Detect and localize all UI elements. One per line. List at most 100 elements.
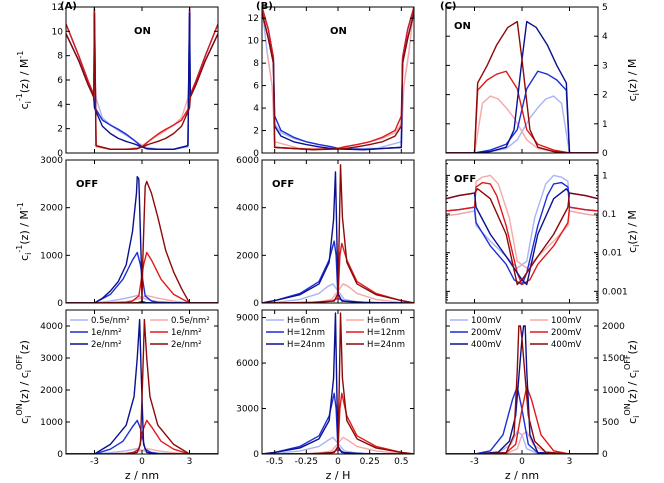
series-group bbox=[66, 175, 218, 303]
y-tick-label: 5 bbox=[602, 3, 608, 13]
y-tick-label: 8 bbox=[253, 59, 259, 69]
panel-label: (C) bbox=[440, 1, 456, 12]
legend-label: 100mV bbox=[551, 316, 582, 326]
y-axis-title: ciON(z) / ciOFF(z) bbox=[623, 340, 641, 424]
y-tick-label: 0 bbox=[57, 299, 63, 309]
y-tick-label: 4 bbox=[602, 32, 608, 42]
legend-label: 200mV bbox=[471, 328, 502, 338]
legend-label: 2e/nm² bbox=[91, 340, 122, 350]
panel-label: (A) bbox=[60, 1, 77, 12]
annotation: OFF bbox=[76, 179, 98, 190]
y-tick-label: 0 bbox=[602, 450, 608, 460]
x-tick-label: -3 bbox=[470, 457, 479, 467]
y-tick-label: 1 bbox=[602, 171, 608, 181]
series-line-blue-light bbox=[446, 95, 598, 153]
series-line-red-dark bbox=[262, 12, 414, 151]
x-axis-title: z / nm bbox=[125, 469, 159, 482]
legend-label: 0.5e/nm² bbox=[91, 316, 130, 326]
y-tick-label: 10 bbox=[248, 37, 260, 47]
y-tick-label: 0 bbox=[253, 450, 259, 460]
x-tick-label: -0.5 bbox=[266, 457, 284, 467]
series-line-red-mid bbox=[66, 419, 218, 454]
y-tick-label: 2000 bbox=[602, 322, 625, 332]
y-tick-label: 4 bbox=[253, 104, 259, 114]
panel-a-off: 0 1000 2000 3000 OFF ci-1(z) / M-1 bbox=[15, 156, 219, 309]
annotation: ON bbox=[134, 26, 151, 37]
series-line-red-light bbox=[446, 95, 598, 153]
legend: 100mV 200mV 400mV 100mV 200mV 400mV bbox=[450, 316, 582, 350]
y-tick-label: 3000 bbox=[40, 354, 63, 364]
series-line-red-mid bbox=[446, 386, 598, 454]
y-axis-title: ciON(z) / ciOFF(z) bbox=[15, 340, 33, 424]
y-tick-label: 0.001 bbox=[602, 287, 628, 297]
y-tick-label: 3 bbox=[602, 61, 608, 71]
y-tick-label: 6 bbox=[253, 82, 259, 92]
y-tick-label: 1 bbox=[602, 120, 608, 130]
legend: H=6nm H=12nm H=24nm H=6nm H=12nm H=24nm bbox=[266, 316, 405, 350]
series-group bbox=[446, 325, 598, 454]
annotation: ON bbox=[330, 26, 347, 37]
series-line-blue-dark bbox=[446, 20, 598, 153]
legend-label: 200mV bbox=[551, 328, 582, 338]
series-line-blue-dark bbox=[446, 325, 598, 454]
x-tick-label: 3 bbox=[187, 457, 193, 467]
series-group bbox=[66, 7, 218, 151]
series-line-red-dark bbox=[66, 180, 218, 303]
legend-label: 400mV bbox=[471, 340, 502, 350]
y-axis-title: ci(z) / M bbox=[626, 59, 641, 102]
y-tick-label: 8 bbox=[57, 52, 63, 62]
series-group bbox=[446, 174, 598, 286]
legend-label: H=12nm bbox=[367, 328, 405, 338]
series-line-red-dark bbox=[446, 20, 598, 153]
legend-label: H=24nm bbox=[367, 340, 405, 350]
y-tick-label: 2 bbox=[253, 127, 259, 137]
series-line-red-dark bbox=[66, 12, 218, 151]
y-tick-label: 0 bbox=[602, 149, 608, 159]
legend-label: 1e/nm² bbox=[91, 328, 122, 338]
x-tick-label: 3 bbox=[567, 457, 573, 467]
x-tick-label: -0.25 bbox=[295, 457, 318, 467]
y-tick-label: 4000 bbox=[236, 204, 259, 214]
panel-b-off: 0 2000 4000 6000 OFF bbox=[236, 156, 415, 309]
y-axis-title: ci-1(z) / M-1 bbox=[15, 51, 33, 110]
legend-label: H=6nm bbox=[287, 316, 320, 326]
annotation: ON bbox=[454, 21, 471, 32]
legend-label: H=24nm bbox=[287, 340, 325, 350]
legend-label: H=12nm bbox=[287, 328, 325, 338]
panel-label: (B) bbox=[256, 1, 273, 12]
y-tick-label: 12 bbox=[52, 3, 63, 13]
series-line-red-mid bbox=[446, 181, 598, 286]
y-tick-label: 0.01 bbox=[602, 249, 622, 259]
y-tick-label: 3000 bbox=[40, 156, 63, 166]
series-line-red-dark bbox=[446, 325, 598, 454]
y-tick-label: 2000 bbox=[40, 204, 63, 214]
legend-label: 2e/nm² bbox=[171, 340, 202, 350]
x-tick-label: 0 bbox=[139, 457, 145, 467]
y-tick-label: 500 bbox=[602, 418, 619, 428]
y-axis-title: ci(z) / M bbox=[626, 210, 641, 253]
y-tick-label: 12 bbox=[248, 14, 259, 24]
y-tick-label: 6000 bbox=[236, 156, 259, 166]
y-tick-label: 4 bbox=[57, 100, 63, 110]
y-tick-label: 1000 bbox=[40, 418, 63, 428]
panel-c-on: 0 1 2 3 4 5 (C) ON ci(z) / M bbox=[440, 1, 641, 159]
x-tick-label: 0.5 bbox=[394, 457, 408, 467]
x-axis-title: z / nm bbox=[505, 469, 539, 482]
y-tick-label: 2 bbox=[602, 91, 608, 101]
y-tick-label: 1000 bbox=[602, 386, 625, 396]
x-tick-label: 0 bbox=[335, 457, 341, 467]
series-line-red-light bbox=[446, 174, 598, 269]
legend-label: 1e/nm² bbox=[171, 328, 202, 338]
legend: 0.5e/nm² 1e/nm² 2e/nm² 0.5e/nm² 1e/nm² 2e/nm² bbox=[70, 316, 210, 350]
series-line-blue-mid bbox=[446, 386, 598, 454]
panel-c-off: 0.001 0.01 0.1 1 OFF ci(z) / M bbox=[445, 159, 641, 304]
series-line-blue-mid bbox=[446, 181, 598, 286]
y-axis-title: ci-1(z) / M-1 bbox=[15, 202, 33, 261]
y-tick-label: 3000 bbox=[236, 405, 259, 415]
x-tick-label: 0.25 bbox=[360, 457, 380, 467]
y-tick-label: 2 bbox=[57, 125, 63, 135]
series-line-blue-dark bbox=[66, 12, 218, 151]
y-tick-label: 6000 bbox=[236, 359, 259, 369]
panel-b-ratio: -0.5 -0.25 0 0.25 0.5 0 3000 6000 9000 z / H H=6nm… bbox=[236, 309, 415, 482]
